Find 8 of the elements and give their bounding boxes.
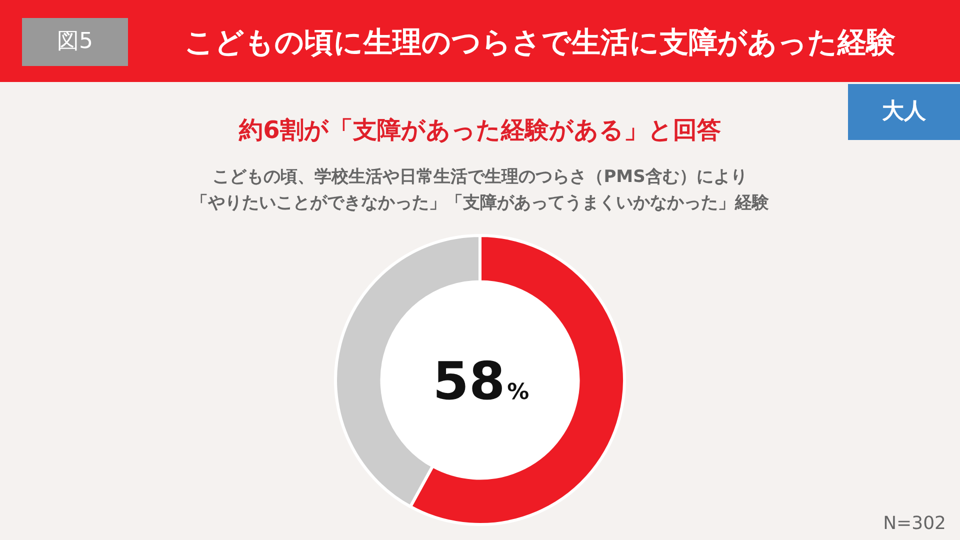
data-label: 58%: [432, 352, 530, 412]
chart-subtitle: 約6割が「支障があった経験がある」と回答: [239, 116, 721, 144]
text: 大人: [848, 84, 960, 140]
chart-title: こどもの頃に生理のつらさで生活に支障があった経験: [184, 24, 896, 61]
text: 「やりたいことができなかった」「支障があってうまくいかなかった」経験: [190, 192, 770, 215]
caption: 図5: [22, 18, 128, 66]
text: こどもの頃、学校生活や日常生活で生理のつらさ（PMS含む）により: [212, 166, 748, 189]
text: N=302: [883, 513, 946, 534]
